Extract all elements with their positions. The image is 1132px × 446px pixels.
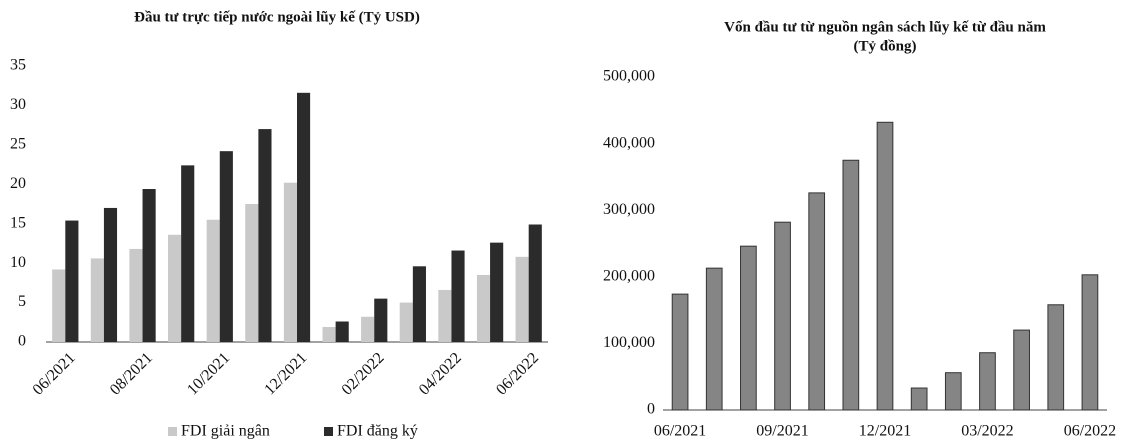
y-tick-label: 15 [10,214,26,231]
bar [361,316,375,342]
x-tick-label: 06/2021 [30,349,79,398]
bar [671,293,689,411]
legend-swatch [324,427,333,436]
bar [910,387,928,411]
y-tick-label: 10 [10,254,26,271]
bar [808,192,826,411]
bar [335,321,349,342]
bar [258,129,272,342]
y-tick-label: 400,000 [603,134,655,151]
bar [705,267,723,411]
bar [842,159,860,411]
bar [412,266,426,342]
y-tick-label: 5 [18,293,26,310]
bar [740,245,757,411]
bar [515,256,529,342]
y-tick-label: 25 [10,136,26,153]
bar [774,221,791,411]
bar [1047,304,1065,411]
x-tick-label: 06/2022 [1064,423,1116,440]
x-tick-label: 12/2021 [261,349,310,398]
bar [181,165,195,342]
bar [476,274,491,342]
y-tick-label: 35 [10,57,26,74]
x-tick-label: 02/2022 [339,349,388,398]
bar [65,220,79,342]
x-tick-label: 10/2021 [184,349,233,398]
bar [438,289,452,342]
bar [168,234,182,342]
legend-swatch [168,427,177,436]
bar [297,92,311,342]
bar [52,269,66,342]
bar [103,207,118,342]
bar [374,298,388,342]
x-tick-label: 04/2022 [416,349,465,398]
y-tick-label: 300,000 [603,201,655,218]
bar [245,204,259,342]
bar [1081,274,1099,411]
y-tick-label: 0 [647,401,655,418]
bar [944,372,962,411]
bar [322,327,336,342]
bar [451,250,465,342]
legend-label: FDI giải ngân [181,423,270,440]
chart-title: (Tỷ đồng) [854,38,917,54]
y-tick-label: 100,000 [603,334,655,351]
bar [219,151,233,342]
bar [876,121,894,411]
chart-title: Đầu tư trực tiếp nước ngoài lũy kế (Tỷ U… [134,9,420,25]
chart-title: Vốn đầu tư từ nguồn ngân sách lũy kế từ … [724,19,1046,35]
bar [129,248,143,342]
x-tick-label: 06/2022 [493,349,542,398]
y-tick-label: 20 [10,175,26,192]
legend-label: FDI đăng ký [337,423,418,440]
y-tick-label: 30 [10,96,26,113]
y-tick-label: 0 [18,333,26,350]
bar [979,352,996,411]
bar [528,224,542,342]
x-tick-label: 12/2021 [859,423,911,440]
bar [142,189,156,342]
bar [399,302,413,342]
x-tick-label: 08/2021 [107,349,156,398]
bar [490,242,504,342]
y-tick-label: 500,000 [603,68,655,85]
bar [90,258,104,342]
bar [1013,329,1030,411]
bar [283,182,297,342]
x-tick-label: 06/2021 [654,423,706,440]
bar [206,219,220,342]
x-tick-label: 03/2022 [961,423,1013,440]
x-tick-label: 09/2021 [756,423,808,440]
y-tick-label: 200,000 [603,267,655,284]
